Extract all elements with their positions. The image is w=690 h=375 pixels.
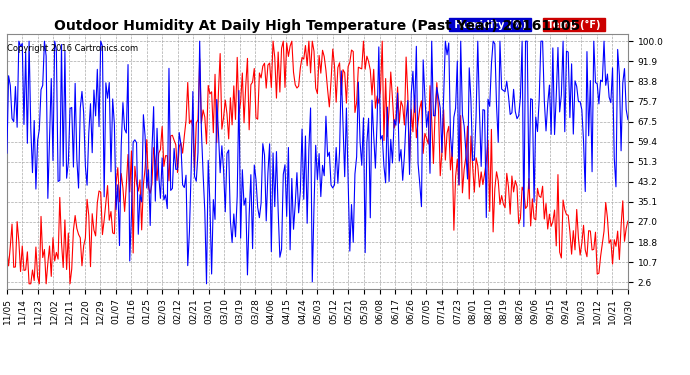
Title: Outdoor Humidity At Daily High Temperature (Past Year) 20161105: Outdoor Humidity At Daily High Temperatu… (55, 19, 580, 33)
Text: Temp (°F): Temp (°F) (544, 20, 604, 30)
Text: Copyright 2016 Cartronics.com: Copyright 2016 Cartronics.com (7, 44, 138, 52)
Text: Humidity (%): Humidity (%) (451, 20, 530, 30)
